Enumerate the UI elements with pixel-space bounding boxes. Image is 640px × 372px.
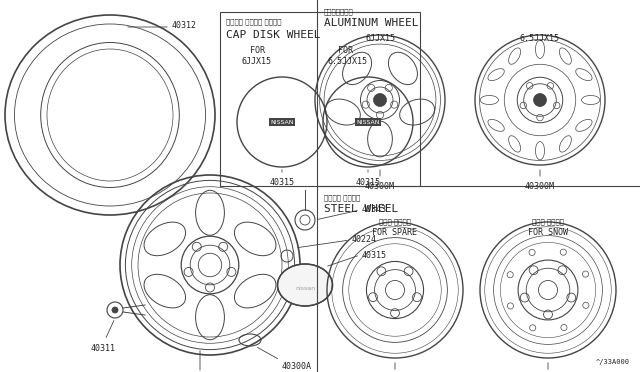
Circle shape [374, 93, 387, 106]
Text: ALUMINUM WHEEL: ALUMINUM WHEEL [324, 18, 419, 28]
Text: スチール ホイール: スチール ホイール [324, 194, 360, 201]
Text: NISSAN: NISSAN [356, 119, 380, 125]
Text: 40315: 40315 [269, 178, 294, 187]
Text: 6.5JJX15: 6.5JJX15 [520, 34, 560, 43]
Text: 6.5JJX15: 6.5JJX15 [328, 57, 368, 66]
Ellipse shape [278, 264, 333, 306]
Text: FOR SPARE: FOR SPARE [372, 228, 417, 237]
Text: 40300M: 40300M [365, 182, 395, 191]
Text: アルミホイール: アルミホイール [324, 8, 354, 15]
Text: nissan: nissan [295, 285, 315, 291]
Text: 40315: 40315 [355, 178, 381, 187]
Circle shape [112, 307, 118, 313]
Text: ディスク ホイール キャップ: ディスク ホイール キャップ [226, 18, 282, 25]
Text: 40343: 40343 [362, 205, 387, 214]
Text: スノー タイヤ用: スノー タイヤ用 [532, 218, 564, 225]
Text: 40300M: 40300M [525, 182, 555, 191]
Bar [220, 12, 420, 186]
Text: STEEL WHEEL: STEEL WHEEL [324, 204, 398, 214]
Text: FOR: FOR [250, 46, 265, 55]
Text: 40311: 40311 [90, 344, 115, 353]
Text: 40300A: 40300A [282, 362, 312, 371]
Text: 40312: 40312 [172, 20, 197, 29]
Text: FOR SNOW: FOR SNOW [528, 228, 568, 237]
Text: 6JJX15: 6JJX15 [365, 34, 395, 43]
Text: NISSAN: NISSAN [270, 119, 294, 125]
Text: スペア タイヤ用: スペア タイヤ用 [379, 218, 411, 225]
Text: 40315: 40315 [362, 250, 387, 260]
Text: FOR: FOR [338, 46, 353, 55]
Text: ^/33A000: ^/33A000 [596, 359, 630, 365]
Text: CAP DISK WHEEL: CAP DISK WHEEL [226, 30, 321, 40]
Text: 40224: 40224 [352, 234, 377, 244]
Circle shape [534, 93, 547, 106]
Text: 6JJX15: 6JJX15 [242, 57, 272, 66]
